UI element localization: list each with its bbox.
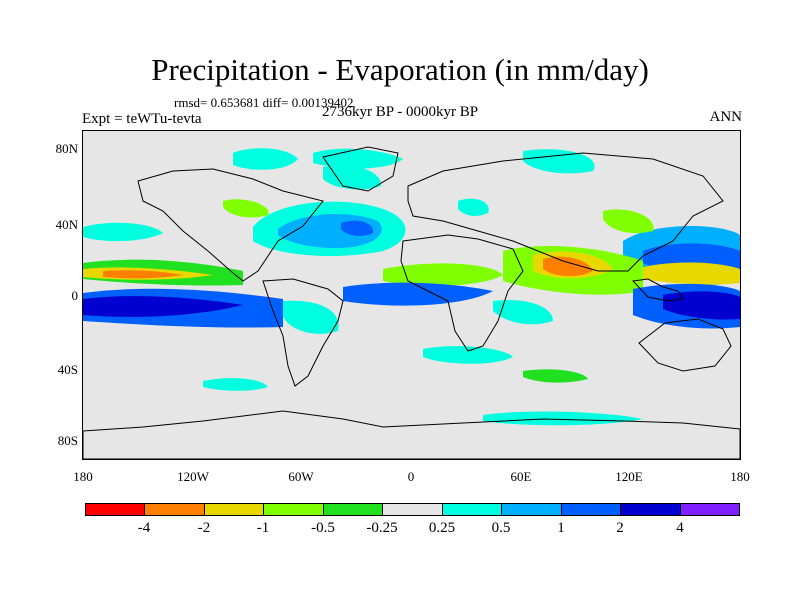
colorbar-swatch [561, 503, 621, 516]
colorbar-label-10: 4 [676, 520, 684, 536]
experiment-label: Expt = teWTu-tevta [82, 111, 202, 127]
pe-field-canada-green [223, 199, 269, 218]
pe-field-china-green [603, 209, 654, 234]
colorbar-swatch [442, 503, 502, 516]
pe-field-siberia [523, 149, 595, 174]
colorbar-swatch [263, 503, 324, 516]
pe-field-spac-core [83, 296, 243, 317]
colorbar-label-7: 0.5 [491, 520, 511, 536]
lon-tick-60w: 60W [288, 469, 314, 484]
pe-field-arctic-1 [233, 148, 298, 170]
lon-tick-180e: 180 [730, 469, 750, 484]
coast-north-america [137, 168, 324, 282]
lon-tick-180w: 180 [73, 469, 93, 484]
lon-tick-120w: 120W [177, 469, 209, 484]
coast-eurasia [407, 152, 724, 272]
pe-field-india-orange [543, 256, 593, 277]
map-title: Precipitation - Evaporation (in mm/day) [151, 52, 649, 87]
pe-field-europe [458, 198, 489, 216]
colorbar-swatch [501, 503, 562, 516]
colorbar-swatch [85, 503, 145, 516]
season-label: ANN [709, 109, 743, 125]
pe-field-wpac-yellow [643, 262, 740, 285]
colorbar-label-6: 0.25 [428, 520, 456, 536]
map-field [83, 146, 740, 459]
colorbar-label-3: -1 [256, 520, 270, 536]
colorbar-label-9: 2 [616, 520, 624, 536]
pe-field-arctic-2 [313, 148, 403, 169]
lat-tick-40n: 40N [55, 217, 78, 232]
pe-field-southern-2 [483, 411, 643, 426]
colorbar-swatch [144, 503, 205, 516]
pe-field-npac-w [83, 222, 163, 242]
pe-field-southern-1 [203, 378, 268, 391]
map-panel [82, 130, 741, 460]
stats-text: rmsd= 0.653681 diff= 0.00139402 [174, 95, 354, 110]
pe-field-greenland [323, 165, 382, 190]
colorbar-label-1: -4 [137, 520, 151, 536]
coast-australia [638, 318, 732, 372]
lat-tick-40s: 40S [57, 362, 78, 377]
lon-tick-0: 0 [407, 469, 415, 484]
pe-field-atlantic-itcz [383, 263, 503, 286]
colorbar [85, 503, 740, 516]
colorbar-swatch [323, 503, 383, 516]
coast-africa [400, 234, 524, 352]
period-label: 2736kyr BP - 0000kyr BP [322, 104, 479, 120]
lat-tick-80s: 80S [57, 433, 78, 448]
coast-maritime-continent [631, 278, 684, 302]
pe-field-sindian [493, 299, 553, 325]
pe-field-amazon [283, 300, 339, 334]
pe-field-southern-green [523, 369, 588, 383]
continent-outlines [83, 146, 740, 459]
colorbar-label-4: -0.5 [311, 520, 335, 536]
pe-field-itcz-epac-orange [103, 270, 183, 279]
lat-tick-80n: 80N [55, 141, 78, 156]
lat-tick-0: 0 [71, 288, 79, 303]
colorbar-label-5: -0.25 [366, 520, 398, 536]
pe-field-natl-core [341, 220, 374, 236]
pe-field-satl-blue [343, 282, 493, 306]
colorbar-label-2: -2 [197, 520, 211, 536]
coast-greenland [322, 146, 399, 192]
colorbar-swatch [204, 503, 264, 516]
lon-tick-120e: 120E [615, 469, 643, 484]
coast-antarctica [83, 410, 740, 459]
coast-south-america [262, 278, 344, 387]
colorbar-swatch [620, 503, 681, 516]
colorbar-swatch [680, 503, 740, 516]
lon-tick-60e: 60E [510, 469, 532, 484]
colorbar-swatch [382, 503, 443, 516]
pe-field-satl-south [423, 346, 513, 364]
colorbar-label-8: 1 [557, 520, 565, 536]
